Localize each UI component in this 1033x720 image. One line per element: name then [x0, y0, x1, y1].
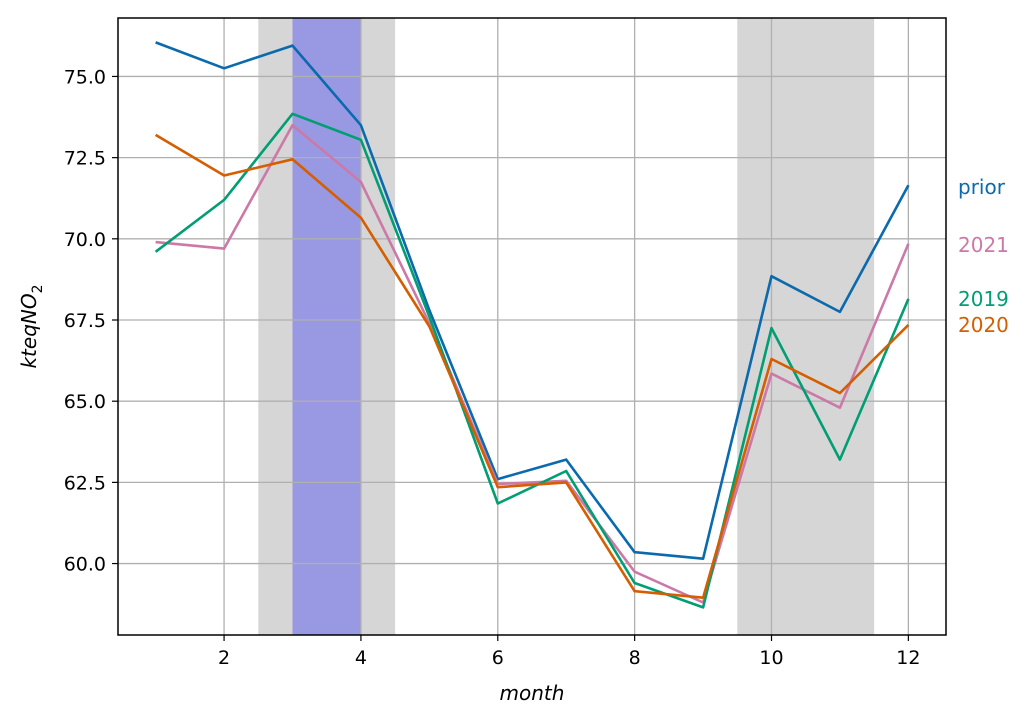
y-tick-label: 60.0 [64, 554, 106, 576]
y-tick-label: 72.5 [64, 148, 106, 170]
series-line-2019 [154, 112, 910, 609]
x-tick-label: 12 [896, 647, 920, 669]
y-axis-ticks: 60.0 62.5 65.0 67.5 70.0 72.5 75.0 [64, 66, 118, 576]
series-label-2021: 2021 [958, 233, 1009, 257]
y-tick-label: 67.5 [64, 310, 106, 332]
series-label-2020: 2020 [958, 313, 1009, 337]
x-tick-label: 4 [355, 647, 367, 669]
x-tick-label: 8 [629, 647, 641, 669]
shaded-spans [258, 18, 875, 635]
y-axis-title-subscript: 2 [30, 284, 46, 293]
series-lines [154, 41, 910, 609]
x-axis-ticks: 2 4 6 8 10 12 [218, 635, 920, 669]
x-tick-label: 2 [218, 647, 230, 669]
series-line-prior [155, 41, 910, 561]
y-tick-label: 62.5 [64, 472, 106, 494]
x-tick-label: 6 [492, 647, 504, 669]
plot-frame [117, 17, 947, 636]
y-axis-title-main: kteqNO [17, 293, 41, 368]
y-tick-label: 65.0 [64, 391, 106, 413]
x-axis-title: month [500, 681, 565, 705]
y-tick-label: 70.0 [64, 229, 106, 251]
x-tick-label: 10 [759, 647, 783, 669]
y-axis-title: kteqNO2 [17, 284, 46, 368]
shaded-span-2 [292, 18, 361, 635]
y-tick-label: 75.0 [64, 66, 106, 88]
series-line-2021 [155, 123, 910, 604]
grid-lines [118, 18, 946, 635]
shaded-span-3 [737, 18, 875, 635]
series-line-2020 [154, 133, 910, 600]
series-label-prior: prior [958, 175, 1006, 199]
series-label-2019: 2019 [958, 287, 1009, 311]
